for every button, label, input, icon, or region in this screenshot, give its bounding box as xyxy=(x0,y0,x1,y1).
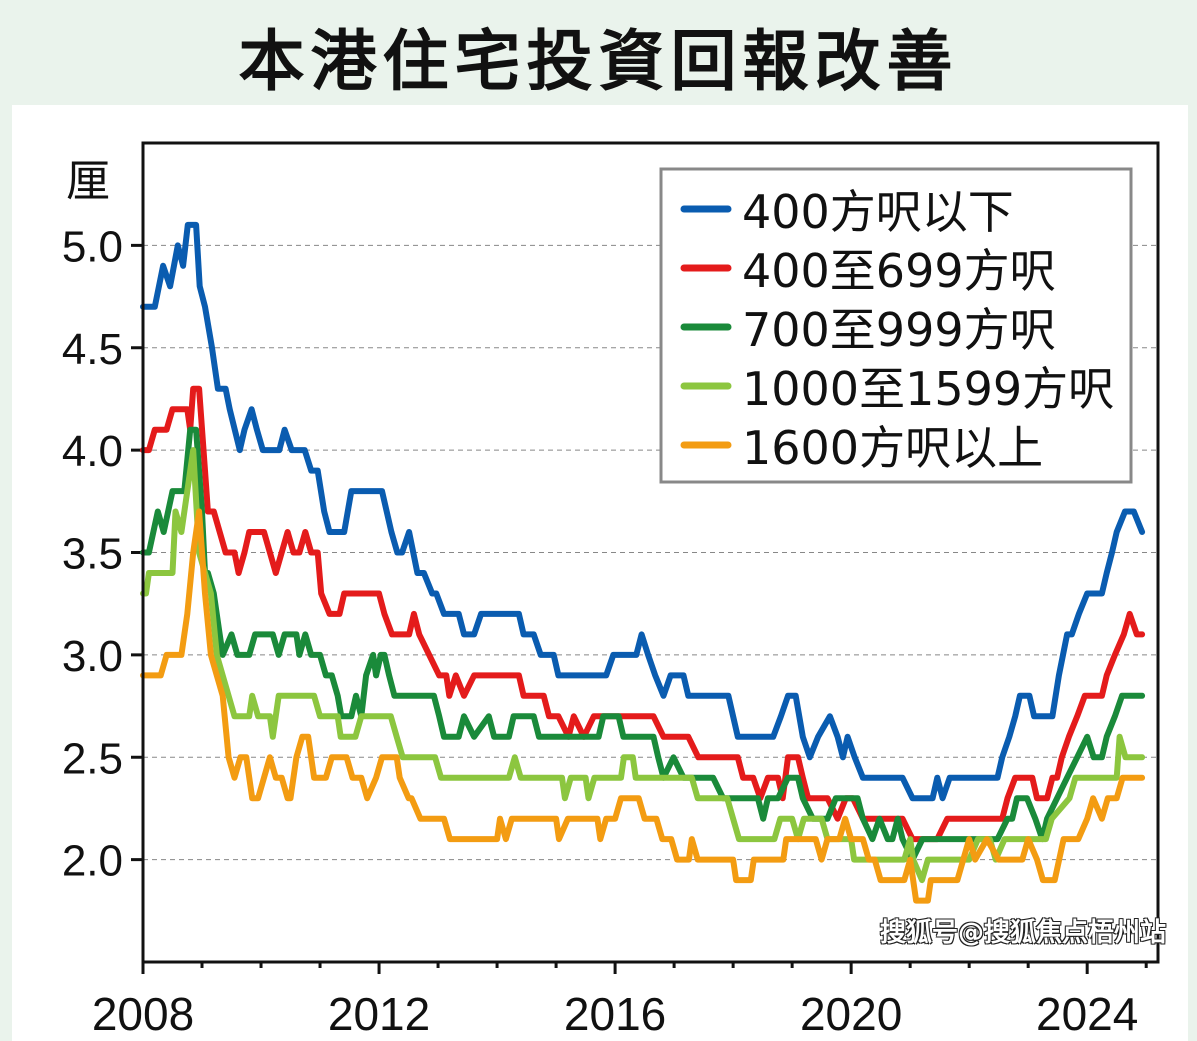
y-tick-label: 3.5 xyxy=(62,530,123,579)
legend-label: 700至999方呎 xyxy=(742,303,1056,357)
y-tick-label: 2.5 xyxy=(62,734,123,783)
x-tick-label: 2012 xyxy=(328,988,430,1040)
watermark: 搜狐号@搜狐焦点梧州站 xyxy=(880,918,1167,948)
legend-label: 400至699方呎 xyxy=(742,244,1056,298)
series-line-4 xyxy=(140,447,1146,884)
legend-label: 1000至1599方呎 xyxy=(742,362,1114,416)
legend-label: 1600方呎以上 xyxy=(742,421,1043,475)
y-tick-label: 4.5 xyxy=(62,325,123,374)
series-line-3 xyxy=(140,426,1146,863)
y-tick-label: 3.0 xyxy=(62,632,123,681)
x-tick-label: 2024 xyxy=(1036,988,1138,1040)
y-tick-label: 2.0 xyxy=(62,837,123,886)
x-tick-label: 2016 xyxy=(564,988,666,1040)
series-line-1 xyxy=(140,221,1146,802)
y-tick-label: 4.0 xyxy=(62,427,123,476)
series-line-2 xyxy=(140,385,1146,843)
y-axis-label: 厘 xyxy=(66,156,110,207)
y-tick-label: 5.0 xyxy=(62,222,123,271)
x-tick-label: 2008 xyxy=(92,988,194,1040)
legend-label: 400方呎以下 xyxy=(742,185,1014,239)
series-line-5 xyxy=(140,508,1146,904)
x-tick-label: 2020 xyxy=(800,988,902,1040)
chart-title: 本港住宅投資回報改善 xyxy=(238,23,959,100)
plot-frame xyxy=(141,141,1160,964)
legend-box xyxy=(659,167,1133,484)
